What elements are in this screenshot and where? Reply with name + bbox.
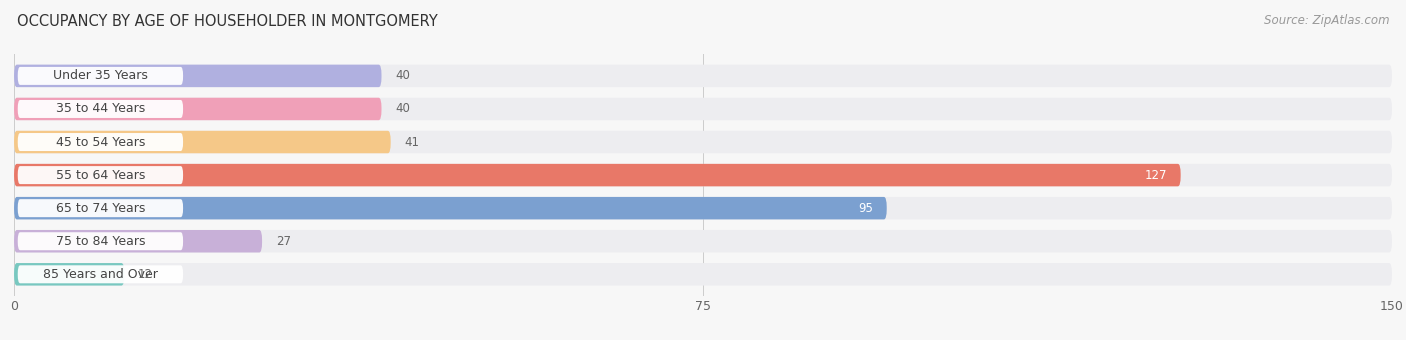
FancyBboxPatch shape: [18, 265, 183, 283]
FancyBboxPatch shape: [14, 197, 1392, 219]
Text: Under 35 Years: Under 35 Years: [53, 69, 148, 82]
Text: 95: 95: [858, 202, 873, 215]
FancyBboxPatch shape: [18, 166, 183, 184]
FancyBboxPatch shape: [18, 232, 183, 250]
Text: 12: 12: [138, 268, 153, 281]
Text: 127: 127: [1144, 169, 1167, 182]
Text: 75 to 84 Years: 75 to 84 Years: [56, 235, 145, 248]
FancyBboxPatch shape: [14, 98, 1392, 120]
FancyBboxPatch shape: [18, 133, 183, 151]
FancyBboxPatch shape: [14, 230, 1392, 253]
FancyBboxPatch shape: [14, 65, 381, 87]
FancyBboxPatch shape: [14, 230, 262, 253]
FancyBboxPatch shape: [14, 131, 391, 153]
FancyBboxPatch shape: [18, 100, 183, 118]
FancyBboxPatch shape: [14, 263, 1392, 286]
FancyBboxPatch shape: [14, 164, 1181, 186]
Text: 41: 41: [405, 136, 419, 149]
Text: 40: 40: [395, 69, 411, 82]
FancyBboxPatch shape: [14, 131, 1392, 153]
Text: 45 to 54 Years: 45 to 54 Years: [56, 136, 145, 149]
FancyBboxPatch shape: [14, 263, 124, 286]
FancyBboxPatch shape: [14, 65, 1392, 87]
Text: 55 to 64 Years: 55 to 64 Years: [56, 169, 145, 182]
Text: 85 Years and Over: 85 Years and Over: [44, 268, 157, 281]
Text: 35 to 44 Years: 35 to 44 Years: [56, 102, 145, 116]
Text: 40: 40: [395, 102, 411, 116]
FancyBboxPatch shape: [18, 67, 183, 85]
Text: OCCUPANCY BY AGE OF HOUSEHOLDER IN MONTGOMERY: OCCUPANCY BY AGE OF HOUSEHOLDER IN MONTG…: [17, 14, 437, 29]
Text: Source: ZipAtlas.com: Source: ZipAtlas.com: [1264, 14, 1389, 27]
FancyBboxPatch shape: [14, 197, 887, 219]
FancyBboxPatch shape: [14, 164, 1392, 186]
FancyBboxPatch shape: [18, 199, 183, 217]
Text: 27: 27: [276, 235, 291, 248]
FancyBboxPatch shape: [14, 98, 381, 120]
Text: 65 to 74 Years: 65 to 74 Years: [56, 202, 145, 215]
